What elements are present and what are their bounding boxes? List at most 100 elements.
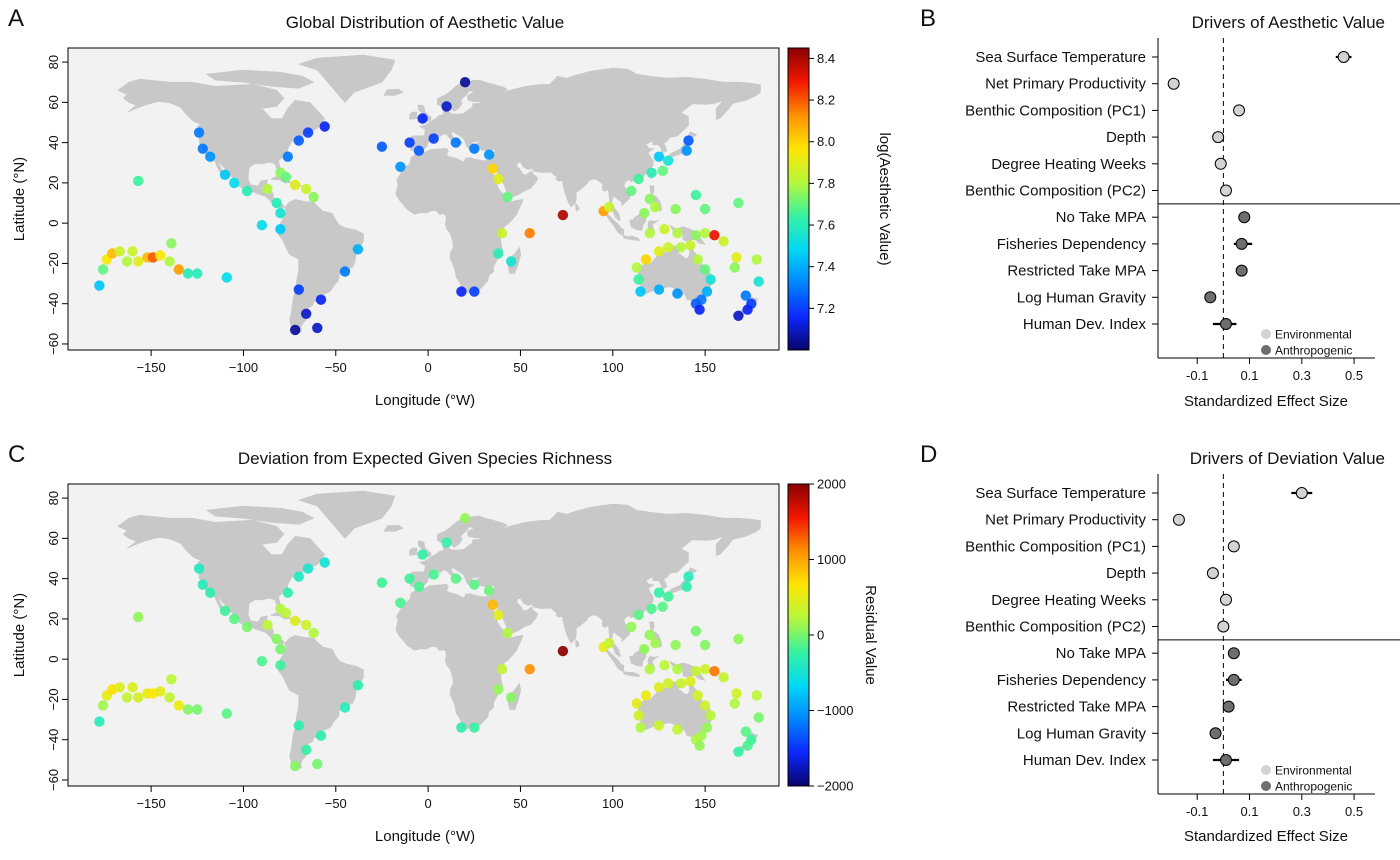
effect-estimate-point	[1235, 264, 1248, 277]
site-point-52	[376, 577, 388, 588]
landmass-3	[383, 88, 404, 96]
x-tick-label: 0.1	[1240, 804, 1258, 819]
site-point-112	[733, 310, 744, 321]
site-point-69	[646, 603, 657, 614]
site-point-15	[192, 268, 203, 279]
panel-b-title: Drivers of Aesthetic Value	[1192, 13, 1385, 32]
panel-c-colorbar-ticks: 2000 1000 0 −1000 −2000	[809, 477, 854, 794]
panel-c-xlabel: Longitude (°W)	[375, 828, 475, 845]
colorbar-tick-label: 7.6	[817, 218, 835, 233]
site-point-25	[280, 171, 292, 183]
landmass-9	[409, 547, 418, 556]
site-point-70	[653, 587, 665, 598]
effect-estimate-point	[1219, 184, 1232, 197]
x-tick-label: 50	[513, 360, 527, 375]
panel-a-colorbar	[787, 47, 810, 351]
site-point-60	[493, 684, 504, 695]
landmass-2	[297, 490, 396, 539]
panel-a-letter: A	[8, 5, 24, 32]
legend-marker-anthropogenic	[1261, 781, 1271, 791]
colorbar-tick-label: −1000	[817, 703, 854, 718]
site-point-103	[701, 722, 713, 733]
site-point-20	[205, 151, 216, 162]
y-tick-label: 20	[46, 612, 61, 626]
site-point-52	[376, 141, 388, 152]
site-point-39	[339, 702, 351, 713]
driver-label: Depth	[1106, 565, 1146, 582]
site-point-10	[155, 686, 166, 697]
panel-a-map-frame	[67, 47, 780, 351]
site-point-81	[672, 664, 683, 675]
driver-label: Log Human Gravity	[1017, 289, 1147, 306]
x-tick-label: −50	[325, 796, 347, 811]
site-point-83	[699, 664, 711, 675]
site-point-46	[413, 145, 425, 156]
site-point-82	[690, 230, 702, 241]
site-point-114	[753, 276, 764, 287]
y-tick-label: 40	[46, 571, 61, 585]
y-tick-label: 60	[46, 531, 61, 545]
site-point-106	[672, 724, 683, 735]
site-point-113	[742, 740, 753, 751]
site-point-26	[290, 615, 301, 627]
site-point-110	[740, 290, 751, 301]
site-point-4	[114, 246, 125, 257]
site-point-36	[302, 127, 314, 138]
site-point-27	[301, 183, 312, 195]
panel-d-letter: D	[920, 441, 937, 468]
site-point-28	[308, 191, 319, 203]
driver-label: Restricted Take MPA	[1007, 699, 1146, 716]
site-point-6	[127, 682, 138, 693]
x-tick-label: 150	[694, 796, 716, 811]
effect-estimate-point	[1214, 157, 1227, 170]
site-point-63	[557, 645, 569, 657]
site-point-46	[413, 581, 425, 592]
site-point-79	[644, 228, 655, 239]
site-point-35	[293, 571, 304, 582]
site-point-19	[197, 143, 208, 154]
site-point-6	[127, 246, 138, 257]
site-point-27	[301, 619, 312, 631]
site-point-61	[506, 692, 517, 703]
effect-estimate-point	[1227, 673, 1240, 686]
panel-d: D Drivers of Deviation Value -0.1 0.1 0.3 0…	[920, 441, 1400, 845]
site-point-70	[653, 151, 665, 162]
site-point-74	[683, 571, 694, 582]
panel-c-y-axis: −60 −40 −20 0 20 40 60 80	[46, 491, 68, 791]
x-tick-label: 100	[602, 796, 624, 811]
site-point-85	[718, 236, 729, 247]
colorbar-tick-label: 2000	[817, 477, 846, 492]
site-point-78	[639, 643, 650, 655]
landmass-25	[575, 202, 580, 212]
driver-label: No Take MPA	[1056, 209, 1146, 226]
site-point-81	[672, 228, 683, 239]
effect-estimate-point	[1238, 211, 1251, 224]
site-point-23	[241, 621, 253, 633]
effect-estimate-point	[1217, 620, 1230, 633]
site-point-35	[293, 135, 304, 146]
site-point-44	[290, 324, 301, 336]
site-point-36	[302, 563, 314, 574]
site-point-45	[404, 137, 415, 148]
site-point-49	[469, 143, 480, 154]
site-point-30	[275, 643, 286, 655]
site-point-7	[133, 256, 144, 267]
driver-label: Benthic Composition (PC1)	[965, 538, 1146, 555]
site-point-95	[653, 246, 665, 257]
panel-a-colorbar-label: log(Aesthetic Value)	[876, 132, 893, 265]
y-tick-label: −60	[46, 333, 61, 355]
effect-estimate-point	[1295, 487, 1308, 499]
site-point-14	[182, 268, 194, 279]
legend-label: Environmental	[1275, 328, 1352, 342]
y-tick-label: −20	[46, 252, 61, 274]
effect-estimate-point	[1206, 567, 1219, 580]
x-tick-label: −100	[229, 360, 258, 375]
panel-d-title: Drivers of Deviation Value	[1190, 449, 1385, 468]
site-point-79	[644, 664, 655, 675]
site-point-47	[428, 569, 439, 580]
x-tick-label: 100	[602, 360, 624, 375]
site-point-86	[731, 252, 742, 263]
y-tick-label: −40	[46, 729, 61, 751]
site-point-101	[699, 700, 711, 711]
site-point-99	[685, 240, 696, 251]
